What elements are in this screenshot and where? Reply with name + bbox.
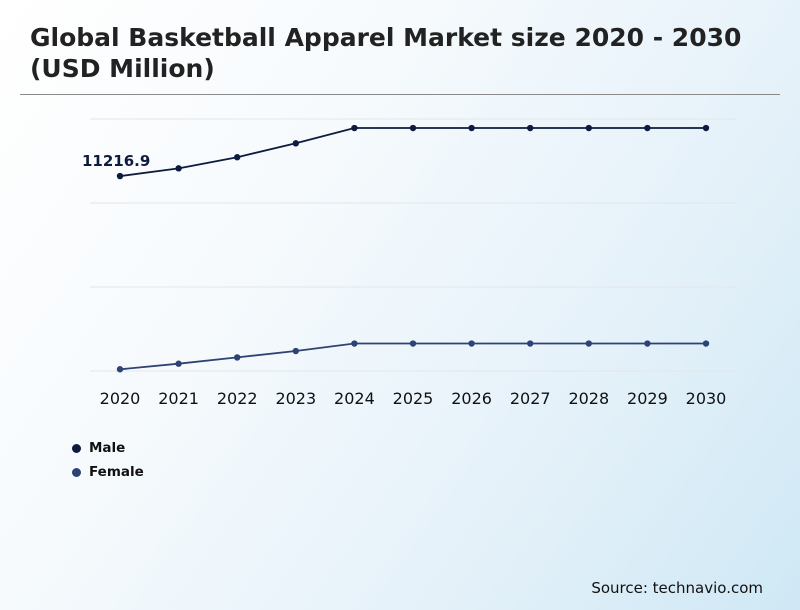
x-tick-label: 2028 [568,389,609,408]
legend-item-female[interactable]: Female [72,460,144,484]
data-point[interactable] [702,340,710,347]
data-point[interactable] [644,124,651,132]
data-point[interactable] [292,140,299,147]
data-point[interactable] [644,340,651,347]
data-point[interactable] [409,340,417,347]
x-axis-tick-labels: 2020 2021 2022 2023 2024 2025 2026 2027 2028 2029… [100,389,727,408]
x-tick-label: 2020 [100,389,141,408]
data-point[interactable] [702,124,710,132]
data-point[interactable] [234,154,241,161]
data-point[interactable] [527,340,534,347]
data-label: 11216.9 [82,152,150,170]
data-point[interactable] [116,366,124,373]
legend-label: Female [89,464,144,480]
line-chart: 2020 2021 2022 2023 2024 2025 2026 2027 2028 2029… [82,118,736,408]
data-point[interactable] [234,354,241,361]
data-point[interactable] [351,124,358,132]
x-tick-label: 2021 [158,389,199,408]
legend: Male Female [72,436,144,484]
legend-dot-icon [72,443,81,453]
annotations: 11216.9 [82,152,150,170]
chart-title: Global Basketball Apparel Market size 20… [30,23,742,83]
title-divider [20,94,780,95]
legend-label: Male [89,440,126,456]
legend-dot-icon [72,467,81,477]
series-male [116,124,710,180]
data-point[interactable] [175,360,182,367]
series-line [119,127,706,177]
x-tick-label: 2024 [334,389,375,408]
grid-lines [90,118,736,372]
data-point[interactable] [527,124,534,132]
x-tick-label: 2026 [451,389,492,408]
data-point[interactable] [409,124,417,132]
data-point[interactable] [468,340,475,347]
x-tick-label: 2022 [217,389,258,408]
series-group [116,124,710,373]
data-point[interactable] [585,124,592,132]
source-label: Source: technavio.com [591,579,763,597]
series-line [119,342,706,371]
data-point[interactable] [116,172,124,180]
series-female [116,340,710,373]
data-point[interactable] [468,124,475,132]
x-tick-label: 2025 [393,389,434,408]
data-point[interactable] [585,340,592,347]
x-tick-label: 2029 [627,389,668,408]
x-tick-label: 2023 [275,389,316,408]
data-point[interactable] [292,347,299,355]
data-point[interactable] [351,340,358,347]
data-point[interactable] [175,165,182,172]
x-tick-label: 2027 [510,389,551,408]
legend-item-male[interactable]: Male [72,436,144,460]
x-tick-label: 2030 [686,389,727,408]
